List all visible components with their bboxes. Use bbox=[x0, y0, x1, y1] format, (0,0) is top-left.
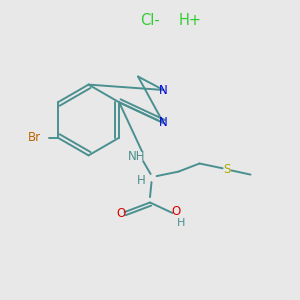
Text: NH: NH bbox=[128, 150, 145, 163]
Text: O: O bbox=[172, 205, 181, 218]
Text: S: S bbox=[223, 163, 230, 176]
Text: Br: Br bbox=[28, 131, 41, 144]
Text: H: H bbox=[177, 218, 186, 229]
Text: N: N bbox=[159, 116, 168, 130]
Text: O: O bbox=[116, 207, 125, 220]
Text: H: H bbox=[137, 174, 146, 187]
Text: N: N bbox=[159, 83, 168, 97]
Text: Cl-: Cl- bbox=[140, 13, 160, 28]
Text: H+: H+ bbox=[179, 13, 202, 28]
